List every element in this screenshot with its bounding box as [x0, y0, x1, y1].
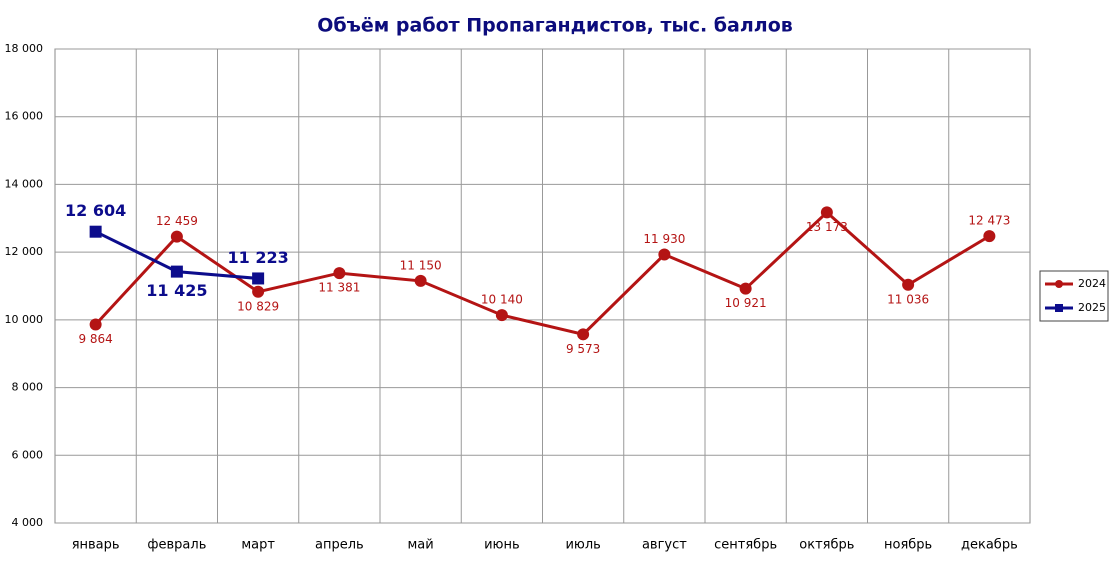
- marker: [739, 282, 752, 295]
- marker: [902, 278, 915, 291]
- x-tick-label: июнь: [484, 538, 520, 553]
- data-label: 13 173: [806, 220, 848, 234]
- y-tick-label: 12 000: [5, 245, 44, 258]
- data-label: 12 473: [968, 214, 1010, 228]
- x-tick-label: сентябрь: [714, 538, 777, 553]
- data-label: 11 425: [146, 281, 207, 300]
- y-tick-label: 10 000: [5, 313, 44, 326]
- data-label: 11 150: [400, 258, 442, 272]
- data-label: 10 921: [725, 296, 767, 310]
- x-tick-label: ноябрь: [884, 538, 932, 553]
- marker: [414, 274, 427, 287]
- y-tick-label: 8 000: [12, 381, 44, 394]
- data-label: 12 604: [65, 201, 126, 220]
- x-tick-label: июль: [565, 538, 600, 553]
- data-label: 11 930: [643, 232, 685, 246]
- data-label: 10 829: [237, 299, 279, 313]
- data-label: 9 864: [78, 332, 112, 346]
- y-tick-label: 4 000: [12, 516, 44, 529]
- chart-title: Объём работ Пропагандистов, тыс. баллов: [317, 15, 793, 37]
- marker: [983, 230, 996, 243]
- y-tick-label: 18 000: [5, 42, 44, 55]
- x-tick-label: декабрь: [961, 538, 1018, 553]
- y-tick-label: 16 000: [5, 110, 44, 123]
- marker: [820, 206, 833, 219]
- marker: [495, 309, 508, 322]
- marker: [333, 267, 346, 280]
- data-label: 11 036: [887, 292, 929, 306]
- y-tick-label: 6 000: [12, 448, 44, 461]
- legend-marker: [1055, 304, 1063, 312]
- marker: [252, 285, 265, 298]
- x-tick-label: апрель: [315, 538, 364, 553]
- marker: [170, 230, 183, 243]
- y-tick-label: 14 000: [5, 177, 44, 190]
- series-line: [94, 210, 991, 336]
- x-tick-label: март: [241, 538, 275, 553]
- legend-box: [1039, 270, 1109, 322]
- x-tick-label: май: [408, 538, 434, 553]
- data-label: 9 573: [566, 342, 600, 356]
- data-label: 11 381: [318, 281, 360, 295]
- marker: [577, 328, 590, 341]
- legend-label: 2024: [1078, 277, 1106, 290]
- marker: [252, 272, 265, 285]
- x-tick-label: октябрь: [799, 538, 854, 553]
- x-tick-label: январь: [72, 538, 120, 553]
- x-tick-label: февраль: [147, 538, 206, 553]
- marker: [658, 248, 671, 261]
- marker: [89, 225, 102, 238]
- data-label: 12 459: [156, 214, 198, 228]
- marker: [89, 318, 102, 331]
- legend-label: 2025: [1078, 301, 1106, 314]
- legend-marker: [1055, 280, 1063, 288]
- marker: [170, 265, 183, 278]
- data-label: 11 223: [228, 248, 289, 267]
- data-label: 10 140: [481, 293, 523, 307]
- x-tick-label: август: [642, 538, 687, 553]
